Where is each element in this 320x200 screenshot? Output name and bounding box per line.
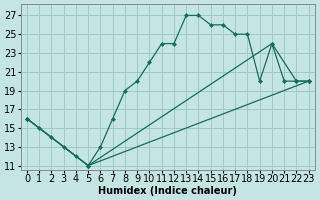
X-axis label: Humidex (Indice chaleur): Humidex (Indice chaleur) xyxy=(98,186,237,196)
